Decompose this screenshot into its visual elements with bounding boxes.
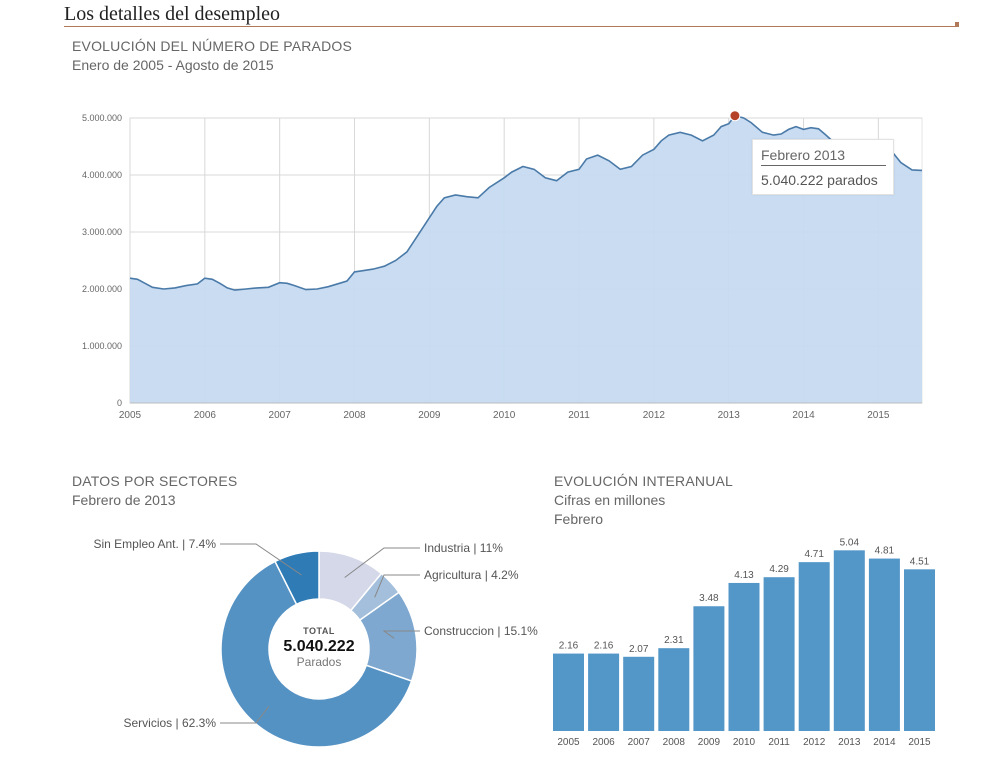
y-tick-label: 1.000.000 (82, 341, 122, 351)
interannual-heading: EVOLUCIÓN INTERANUAL (554, 473, 734, 489)
bar-category-label: 2005 (557, 737, 580, 748)
tooltip-divider (761, 165, 886, 166)
bar-value-label: 4.29 (769, 564, 789, 575)
y-tick-label: 3.000.000 (82, 227, 122, 237)
donut-total-label: TOTAL (303, 626, 335, 636)
donut-label-servicios: Servicios | 62.3% (124, 716, 217, 730)
donut-leader-servicios (220, 705, 270, 724)
donut-leader-industria (344, 547, 420, 578)
bar-category-label: 2012 (803, 737, 826, 748)
bar-value-label: 2.07 (629, 644, 649, 655)
bar-value-label: 5.04 (840, 537, 860, 548)
donut-leader-construccion (382, 630, 420, 639)
interannual-bar-chart[interactable]: 2.16 2005 2.16 2006 2.07 2007 2.31 2008 3.48 2009… (540, 520, 960, 760)
bar-category-label: 2014 (873, 737, 896, 748)
donut-label-construccion: Construccion | 15.1% (424, 624, 538, 638)
bar-2012 (798, 562, 830, 731)
donut-label-agricultura: Agricultura | 4.2% (424, 568, 519, 582)
tooltip-value: 5.040.222 parados (761, 172, 878, 188)
donut-total-value: 5.040.222 (283, 638, 355, 655)
bar-2014 (868, 558, 900, 731)
y-tick-label: 5.000.000 (82, 113, 122, 123)
bar-value-label: 4.81 (875, 546, 895, 557)
tooltip-date: Febrero 2013 (761, 147, 846, 163)
bar-2013 (833, 550, 865, 731)
bar-category-label: 2007 (628, 737, 651, 748)
chart-tooltip: Febrero 2013 5.040.222 parados (752, 139, 894, 195)
y-tick-label: 4.000.000 (82, 170, 122, 180)
sectors-heading: DATOS POR SECTORES (72, 473, 238, 489)
sectors-subheading: Febrero de 2013 (72, 492, 176, 508)
x-tick-label: 2008 (343, 410, 366, 421)
area-fill (130, 115, 922, 403)
bar-value-label: 4.13 (734, 570, 754, 581)
bar-2011 (763, 577, 795, 731)
donut-label-industria: Industria | 11% (424, 541, 503, 555)
x-tick-label: 2015 (867, 410, 890, 421)
x-tick-label: 2011 (568, 410, 590, 421)
bar-value-label: 4.51 (910, 556, 930, 567)
bar-category-label: 2008 (663, 737, 686, 748)
bar-2007 (623, 656, 655, 731)
line-chart-subheading: Enero de 2005 - Agosto de 2015 (72, 57, 274, 73)
bar-value-label: 4.71 (804, 549, 824, 560)
bar-category-label: 2011 (768, 737, 790, 748)
bar-2006 (588, 653, 620, 731)
x-tick-label: 2007 (269, 410, 292, 421)
donut-center: TOTAL 5.040.222 Parados (270, 626, 368, 669)
interannual-subheading: Cifras en millones (554, 492, 666, 508)
bar-2008 (658, 648, 690, 731)
highlight-marker (729, 110, 741, 122)
y-tick-label: 2.000.000 (82, 284, 122, 294)
x-tick-label: 2009 (418, 410, 441, 421)
bar-value-label: 3.48 (699, 593, 719, 604)
x-tick-label: 2010 (493, 410, 516, 421)
bar-2005 (553, 653, 584, 731)
donut-slice-servicios (220, 560, 413, 748)
x-tick-label: 2012 (643, 410, 666, 421)
donut-total-unit: Parados (296, 655, 342, 669)
x-tick-label: 2013 (718, 410, 741, 421)
donut-leader-sin-empleo-ant (220, 543, 302, 576)
x-tick-label: 2014 (792, 410, 815, 421)
area-series-line (129, 114, 923, 291)
bar-category-label: 2009 (698, 737, 721, 748)
donut-label-sin-empleo-ant: Sin Empleo Ant. | 7.4% (93, 537, 216, 551)
line-chart[interactable]: 2005 2006 2007 2008 2009 2010 2011 2012 2013 2014… (0, 0, 1005, 430)
bar-2009 (693, 606, 725, 731)
x-tick-label: 2006 (194, 410, 217, 421)
title-rule-tick (955, 22, 959, 26)
sector-donut-chart[interactable]: Industria | 11% Agricultura | 4.2% Constru… (0, 530, 560, 766)
bar-value-label: 2.16 (594, 641, 614, 652)
bar-category-label: 2010 (733, 737, 756, 748)
y-tick-label: 0 (117, 398, 122, 408)
page-title: Los detalles del desempleo (64, 3, 281, 25)
bar-category-label: 2006 (592, 737, 615, 748)
bar-category-label: 2015 (908, 737, 931, 748)
interannual-subheading-month: Febrero (554, 511, 604, 527)
bar-2010 (728, 582, 760, 731)
line-chart-heading: EVOLUCIÓN DEL NÚMERO DE PARADOS (72, 38, 353, 54)
bar-category-label: 2013 (838, 737, 861, 748)
bar-2015 (904, 569, 935, 731)
donut-leader-agricultura (374, 574, 420, 598)
title-rule (64, 26, 959, 27)
bar-value-label: 2.31 (664, 635, 684, 646)
x-tick-label: 2005 (119, 410, 142, 421)
bar-value-label: 2.16 (559, 641, 579, 652)
